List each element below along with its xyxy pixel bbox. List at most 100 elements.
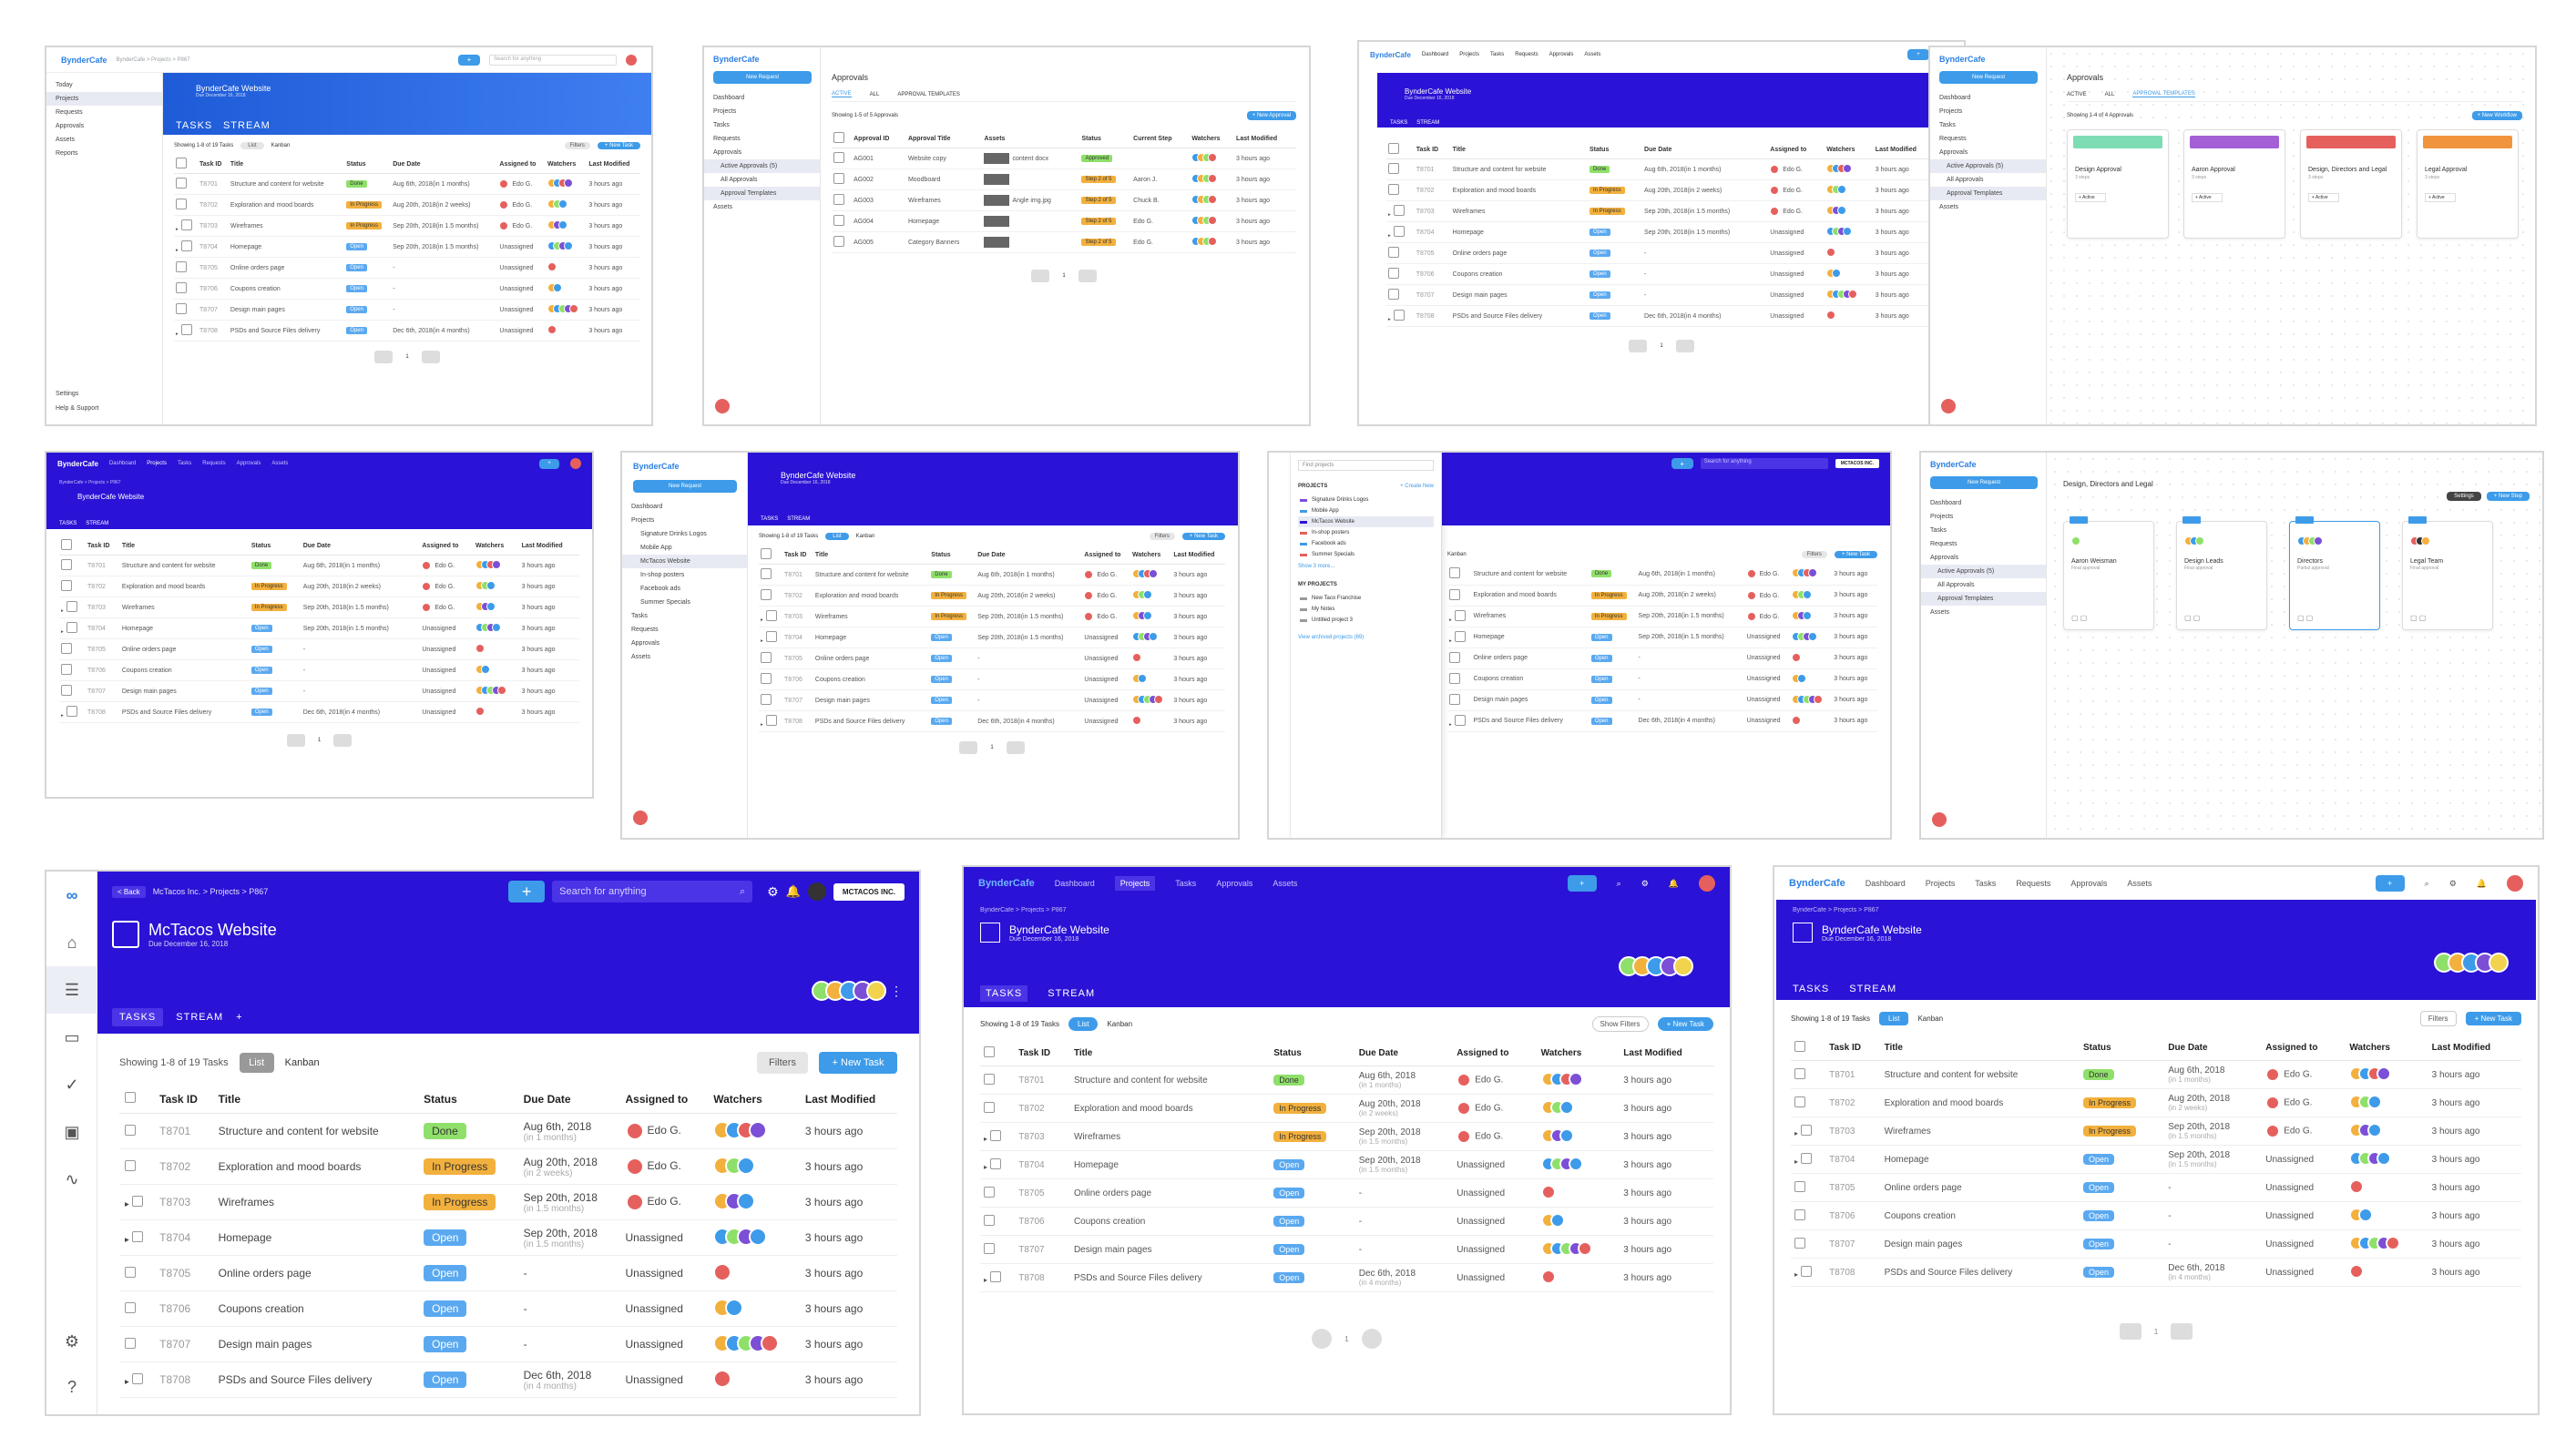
- watcher-avatars[interactable]: [713, 1120, 768, 1139]
- row-checkbox[interactable]: [176, 178, 187, 189]
- new-approval-button[interactable]: + New Approval: [1246, 111, 1296, 120]
- table-row[interactable]: ▸ T8703 Wireframes In Progress Sep 20th, 201…: [59, 597, 579, 618]
- column-header[interactable]: Due Date: [2164, 1035, 2263, 1061]
- watcher-avatars[interactable]: [1792, 568, 1818, 578]
- project-list-item[interactable]: Mobile App: [1298, 505, 1434, 516]
- column-header[interactable]: Due Date: [976, 546, 1083, 565]
- row-checkbox[interactable]: [176, 261, 187, 272]
- next-page[interactable]: [333, 734, 353, 747]
- row-checkbox[interactable]: [990, 1270, 1002, 1282]
- column-header[interactable]: Title: [212, 1085, 419, 1114]
- column-header[interactable]: Watchers: [1190, 129, 1235, 148]
- column-header[interactable]: Watchers: [2346, 1035, 2428, 1061]
- task-title[interactable]: PSDs and Source Files delivery: [813, 710, 930, 732]
- add-button[interactable]: +: [1907, 49, 1929, 60]
- page-number[interactable]: 1: [317, 738, 322, 743]
- nav-approvals[interactable]: Approvals: [2070, 879, 2108, 888]
- status-badge[interactable]: Done: [1273, 1075, 1304, 1086]
- task-title[interactable]: Online orders page: [813, 648, 930, 669]
- task-title[interactable]: Wireframes: [119, 597, 250, 618]
- expand-caret-icon[interactable]: ▸: [1794, 1157, 1799, 1166]
- column-header[interactable]: Task ID: [1015, 1041, 1070, 1066]
- status-badge[interactable]: Open: [2083, 1239, 2115, 1249]
- expand-caret-icon[interactable]: ▸: [1449, 637, 1452, 644]
- nav-dashboard[interactable]: Dashboard: [1421, 52, 1449, 57]
- task-title[interactable]: Coupons creation: [813, 668, 930, 690]
- row-checkbox[interactable]: [1449, 672, 1460, 684]
- status-badge[interactable]: Done: [931, 571, 952, 578]
- column-header[interactable]: Watchers: [1825, 140, 1874, 159]
- sidebar-item[interactable]: All Approvals: [1947, 177, 1984, 183]
- watcher-avatars[interactable]: [1540, 1156, 1583, 1171]
- sidebar-item[interactable]: Approvals: [713, 149, 742, 156]
- column-header[interactable]: Status: [929, 546, 976, 565]
- column-header[interactable]: Status: [249, 536, 302, 556]
- row-select[interactable]: ▸: [59, 597, 87, 618]
- next-page[interactable]: [1675, 340, 1694, 352]
- column-header[interactable]: Status: [1587, 140, 1643, 159]
- watcher-avatars[interactable]: [713, 1369, 732, 1388]
- row-checkbox[interactable]: [1454, 714, 1466, 726]
- avatar[interactable]: [1699, 875, 1715, 892]
- project-watchers[interactable]: [1619, 956, 1693, 976]
- tab-tasks[interactable]: TASKS: [980, 985, 1028, 1002]
- sidebar-item[interactable]: Requests: [713, 136, 741, 142]
- row-checkbox[interactable]: [1449, 567, 1460, 579]
- row-select[interactable]: [1447, 564, 1472, 586]
- table-row[interactable]: T8706 Coupons creation Open - Unassigned 3 ho…: [59, 659, 579, 681]
- column-header[interactable]: Status: [1079, 129, 1132, 148]
- approval-title[interactable]: Moodboard: [905, 168, 983, 190]
- row-checkbox[interactable]: [1388, 268, 1399, 279]
- table-row[interactable]: T8701 Structure and content for website Do…: [174, 173, 640, 195]
- row-checkbox[interactable]: [1449, 651, 1460, 663]
- table-row[interactable]: T8705 Online orders page Open - Unassigned 3 …: [980, 1178, 1713, 1208]
- new-task-button[interactable]: + New Task: [1657, 1017, 1713, 1031]
- row-checkbox[interactable]: [131, 1230, 143, 1242]
- nav-projects[interactable]: Projects: [1114, 876, 1156, 891]
- assignee[interactable]: Unassigned: [619, 1290, 709, 1327]
- assignee[interactable]: Unassigned: [420, 680, 475, 702]
- watcher-avatars[interactable]: [2349, 1094, 2383, 1109]
- row-select[interactable]: ▸: [1447, 710, 1472, 732]
- row-checkbox[interactable]: [61, 664, 72, 675]
- status-badge[interactable]: Open: [931, 718, 952, 725]
- tab-stream[interactable]: STREAM: [787, 516, 811, 522]
- assignee[interactable]: Edo G.: [619, 1148, 709, 1185]
- row-checkbox[interactable]: [180, 219, 192, 230]
- new-step-button[interactable]: + New Step: [2486, 492, 2530, 501]
- status-badge[interactable]: Done: [1590, 570, 1612, 578]
- sidebar-item[interactable]: Dashboard: [713, 95, 745, 101]
- watcher-avatars[interactable]: [713, 1156, 756, 1175]
- status-badge[interactable]: Open: [346, 327, 367, 334]
- sidebar-item[interactable]: Assets: [1939, 204, 1959, 210]
- assignee[interactable]: Unassigned: [619, 1326, 709, 1362]
- table-row[interactable]: T8705 Online orders page Open - Unassigned 3 …: [1791, 1173, 2521, 1202]
- nav-dashboard[interactable]: Dashboard: [1865, 879, 1906, 888]
- column-header[interactable]: Due Date: [1642, 140, 1769, 159]
- assignee[interactable]: Unassigned: [1744, 689, 1791, 711]
- watcher-avatars[interactable]: [1826, 248, 1836, 257]
- next-page[interactable]: [1361, 1329, 1382, 1349]
- row-select[interactable]: [1386, 263, 1415, 285]
- new-request-button[interactable]: New Request: [713, 71, 812, 84]
- table-row[interactable]: T8705 Online orders page Open - Unassigned 3 …: [59, 638, 579, 660]
- watcher-avatars[interactable]: [1792, 715, 1802, 725]
- template-active-button[interactable]: + Active: [2308, 193, 2339, 202]
- status-badge[interactable]: In Progress: [250, 604, 287, 611]
- expand-caret-icon[interactable]: ▸: [125, 1376, 129, 1387]
- watcher-avatars[interactable]: [475, 644, 486, 653]
- add-button[interactable]: +: [458, 54, 480, 66]
- watcher-avatars[interactable]: [1131, 674, 1147, 683]
- watcher-avatars[interactable]: [1191, 174, 1218, 183]
- kanban-toggle[interactable]: Kanban: [855, 534, 875, 539]
- watcher-avatars[interactable]: [1540, 1071, 1583, 1086]
- find-projects-input[interactable]: Find projects: [1298, 460, 1434, 471]
- status-badge[interactable]: Step 2 of 5: [1081, 239, 1116, 246]
- assignee[interactable]: Edo G.: [1082, 564, 1130, 586]
- row-select[interactable]: ▸: [1791, 1145, 1826, 1174]
- table-row[interactable]: AG002 Moodboard Step 2 of 5 Aaron J. 3 hours…: [832, 168, 1296, 190]
- task-title[interactable]: Design main pages: [813, 689, 930, 711]
- task-title[interactable]: Online orders page: [119, 638, 250, 660]
- filters-button[interactable]: Filters: [757, 1052, 808, 1074]
- row-select[interactable]: [1791, 1201, 1826, 1230]
